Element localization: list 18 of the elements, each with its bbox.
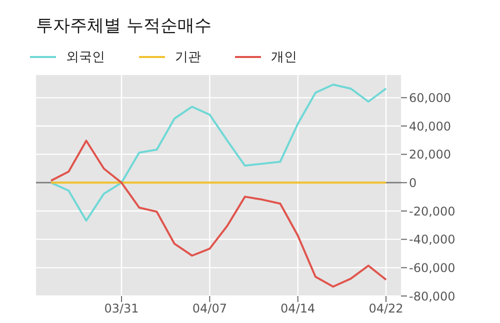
y-tick-label: 40,000 — [409, 119, 451, 134]
y-tick-label: 20,000 — [409, 148, 451, 162]
x-tick-label: 04/22 — [368, 302, 404, 316]
y-tick-label: 60,000 — [409, 90, 451, 105]
chart-title: 투자주체별 누적순매수 — [36, 15, 212, 37]
y-tick-label: -60,000 — [409, 260, 456, 275]
legend-label: 외국인 — [66, 49, 105, 66]
y-tick-label: -80,000 — [409, 289, 456, 304]
legend-label: 개인 — [271, 49, 297, 66]
y-tick-label: 0 — [409, 176, 417, 190]
x-tick-label: 03/31 — [104, 302, 139, 316]
x-tick-label: 04/07 — [192, 302, 227, 316]
y-tick-label: -40,000 — [409, 232, 456, 247]
legend-label: 기관 — [175, 49, 201, 66]
line-series — [50, 84, 388, 222]
y-tick-label: -20,000 — [409, 204, 456, 218]
line-series — [50, 140, 388, 288]
x-tick-label: 04/14 — [280, 302, 316, 316]
